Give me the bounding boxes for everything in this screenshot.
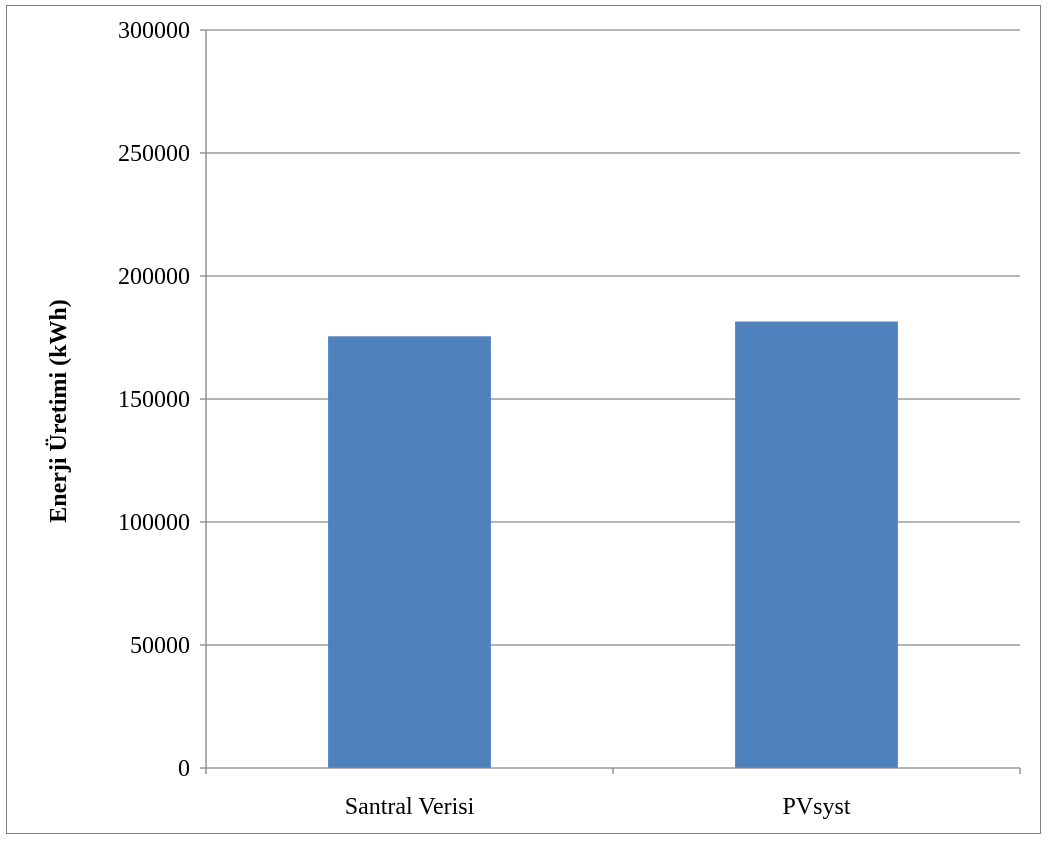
bars (328, 321, 898, 768)
x-tick-labels: Santral Verisi PVsyst (345, 794, 851, 820)
axes (200, 29, 1021, 774)
y-tick-labels: 0 50000 100000 150000 200000 250000 300000 (118, 18, 190, 782)
y-tick-label: 250000 (118, 141, 190, 167)
y-tick-label: 200000 (118, 264, 190, 290)
bar-pvsyst (735, 321, 898, 768)
y-tick-label: 150000 (118, 387, 190, 413)
x-tick-label: PVsyst (782, 794, 850, 820)
y-tick-label: 0 (178, 756, 190, 782)
x-tick-label: Santral Verisi (345, 794, 475, 820)
y-axis-title: Enerji Üretimi (kWh) (46, 299, 72, 523)
y-tick-label: 100000 (118, 510, 190, 536)
y-tick-label: 50000 (130, 633, 190, 659)
bar-santral-verisi (328, 336, 491, 768)
y-tick-label: 300000 (118, 18, 190, 44)
